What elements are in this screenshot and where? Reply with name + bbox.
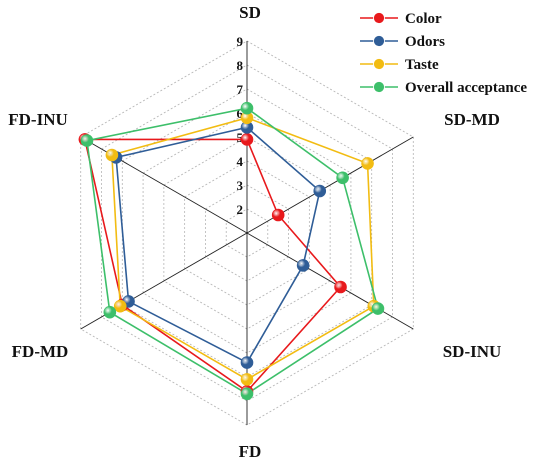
legend-marker-odors: [373, 35, 385, 47]
tick-label: 7: [237, 82, 244, 97]
data-point-overall-acceptance: [371, 302, 385, 315]
data-point-odors: [296, 259, 310, 272]
tick-label: 5: [237, 130, 244, 145]
legend-entry-taste: Taste: [360, 57, 439, 73]
data-point-odors: [240, 356, 254, 369]
axis-label-sd: SD: [239, 3, 261, 22]
axis-label-sd-md: SD-MD: [444, 110, 500, 129]
axis-label-fd: FD: [239, 442, 262, 461]
axis-label-sd-inu: SD-INU: [443, 342, 502, 361]
legend-entry-overall-acceptance: Overall acceptance: [360, 80, 527, 96]
data-point-color: [271, 208, 285, 222]
legend-label-odors: Odors: [405, 34, 445, 50]
series-layer: [78, 101, 385, 401]
axis-label-fd-md: FD-MD: [12, 342, 69, 361]
data-point-taste: [113, 299, 127, 313]
series-line-odors: [115, 126, 321, 364]
data-point-overall-acceptance: [336, 171, 349, 185]
data-point-overall-acceptance: [103, 305, 117, 319]
tick-label: 9: [237, 34, 244, 49]
legend-label-overall-acceptance: Overall acceptance: [405, 80, 527, 96]
tick-label: 4: [237, 154, 244, 169]
tick-label: 6: [237, 106, 244, 121]
data-point-taste: [240, 373, 254, 386]
tick-label: 2: [237, 202, 244, 217]
legend-marker-color: [373, 12, 385, 24]
data-point-color: [240, 133, 254, 146]
legend: Color Odors Taste Overall acceptance: [360, 11, 527, 96]
axis-labels: SD SD-MD SD-INU FD FD-MD FD-INU: [8, 3, 501, 461]
axis-spoke: [80, 136, 248, 234]
axis-label-fd-inu: FD-INU: [8, 110, 68, 129]
legend-marker-overall-acceptance: [373, 81, 385, 93]
tick-label: 8: [237, 58, 244, 73]
legend-entry-odors: Odors: [360, 34, 445, 50]
data-point-taste: [361, 157, 374, 170]
data-point-color: [334, 280, 347, 294]
legend-label-color: Color: [405, 11, 442, 27]
legend-entry-color: Color: [360, 11, 442, 27]
data-point-overall-acceptance: [240, 101, 254, 115]
axis-spoke: [246, 232, 414, 330]
data-point-taste: [105, 148, 119, 162]
data-point-odors: [313, 184, 327, 198]
legend-marker-taste: [373, 58, 385, 70]
data-point-overall-acceptance: [240, 387, 254, 401]
tick-labels: 2 3 4 5 6 7 8 9: [237, 34, 244, 217]
data-point-overall-acceptance: [80, 134, 94, 147]
tick-label: 3: [237, 178, 244, 193]
legend-label-taste: Taste: [405, 57, 439, 73]
